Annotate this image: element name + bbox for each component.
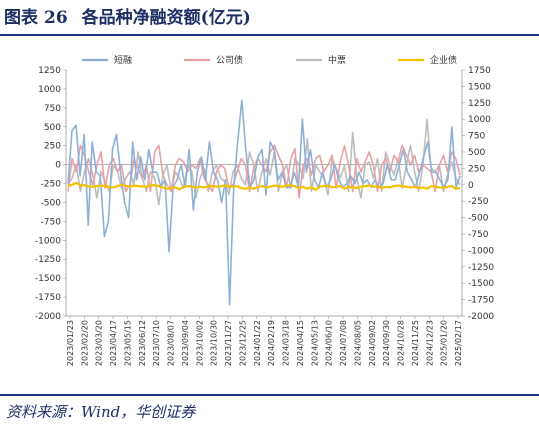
right-axis-tick-label: -2000 [468,312,494,322]
x-axis-tick-label: 2024/05/13 [310,320,319,366]
right-axis-tick-label: 250 [468,164,485,174]
x-axis-tick-label: 2024/03/18 [282,320,291,366]
title-divider [0,34,539,36]
figure-number: 26 [44,8,68,28]
left-axis-tick-label: 1250 [38,66,61,76]
x-axis-tick-label: 2024/02/19 [267,320,276,366]
x-axis-tick-label: 2023/07/10 [152,320,161,366]
right-axis-tick-label: -750 [468,230,489,240]
left-axis-tick-label: -1750 [35,293,61,303]
x-axis-tick-label: 2023/09/04 [181,320,190,366]
figure-label: 图表 [4,8,38,28]
x-axis-tick-label: 2024/09/30 [382,320,391,366]
x-axis-tick-label: 2024/06/10 [325,320,334,366]
x-axis-tick-label: 2023/12/25 [238,320,247,366]
right-axis-tick-label: 1500 [468,82,491,92]
x-axis-tick-label: 2023/05/15 [123,320,132,366]
legend-label-3: 中票 [328,54,346,66]
right-axis-tick-label: 500 [468,148,485,158]
right-axis-tick-label: 1750 [468,66,491,76]
left-axis-tick-label: -750 [41,217,62,227]
left-axis-tick-label: 250 [44,142,61,152]
x-axis-tick-label: 2024/04/15 [296,320,305,366]
x-axis-tick-label: 2025/01/20 [440,320,449,366]
left-axis-tick-label: -1000 [35,236,61,246]
right-axis-tick-label: -500 [468,214,489,224]
left-axis-tick-label: -1500 [35,274,61,284]
left-axis-tick-label: -500 [41,198,62,208]
left-axis-tick-label: -250 [41,180,62,190]
figure-title-text: 各品种净融资额(亿元) [81,8,251,28]
x-axis-tick-label: 2023/11/27 [224,320,233,366]
right-axis-tick-label: -1000 [468,246,494,256]
right-axis-tick-label: 1250 [468,99,491,109]
right-axis-tick-label: 1000 [468,115,491,125]
legend-label-1: 短融 [114,54,132,66]
x-axis-tick-label: 2024/07/08 [339,320,348,366]
x-axis-tick-label: 2024/10/28 [397,320,406,366]
x-axis-tick-label: 2024/12/23 [425,320,434,366]
left-axis-tick-label: 750 [44,104,61,114]
right-axis-tick-label: -1750 [468,296,494,306]
x-axis-tick-label: 2023/08/07 [167,320,176,366]
right-axis-tick-label: 0 [468,181,474,191]
x-axis-tick-label: 2023/02/20 [80,320,89,366]
x-axis-tick-label: 2023/10/30 [210,320,219,366]
source-note: 资料来源：Wind，华创证券 [6,403,196,421]
x-axis-tick-label: 2023/10/02 [195,320,204,366]
x-axis-tick-label: 2024/01/22 [253,320,262,366]
x-axis-tick-label: 2023/03/20 [95,320,104,366]
left-axis-tick-label: 1000 [38,85,61,95]
left-axis-tick-label: -1250 [35,255,61,265]
series-line-4 [67,181,461,192]
legend-label-2: 公司债 [216,54,243,66]
x-axis-tick-label: 2025/02/17 [454,320,463,366]
left-axis-tick-label: 500 [44,123,61,133]
right-axis-tick-label: -1250 [468,263,494,273]
x-axis-tick-label: 2023/06/12 [138,320,147,366]
right-axis-tick-label: -1500 [468,279,494,289]
series-line-1 [67,99,461,306]
footer-divider [0,394,539,396]
x-axis-tick-label: 2024/08/05 [353,320,362,366]
left-axis-tick-label: -2000 [35,312,61,322]
left-axis-tick-label: 0 [55,161,61,171]
x-axis-tick-label: 2023/01/23 [66,320,75,366]
figure-title: 图表 26 各品种净融资额(亿元) [4,4,535,32]
right-axis-tick-label: -250 [468,197,489,207]
right-axis-tick-label: 750 [468,132,485,142]
series-line-3 [67,118,461,206]
legend-label-4: 企业债 [430,54,457,66]
x-axis-tick-label: 2024/09/02 [368,320,377,366]
x-axis-tick-label: 2023/04/17 [109,320,118,366]
x-axis-tick-label: 2024/11/25 [411,320,420,366]
net-financing-chart: -2000 -1750 -1500 -1250 -1000 -750 -500 -250 0 25… [35,54,495,366]
